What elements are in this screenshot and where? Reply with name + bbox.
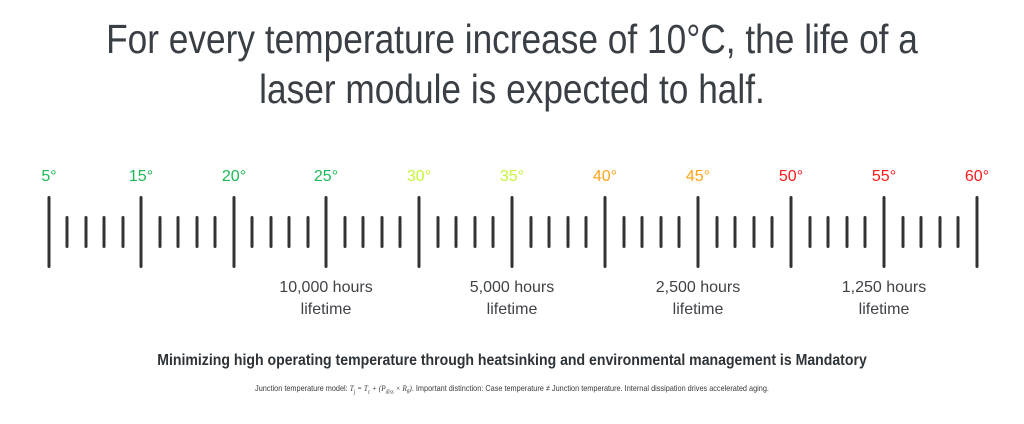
degree-label: 40° — [592, 168, 618, 185]
minor-tick — [65, 216, 69, 248]
minor-tick — [529, 216, 533, 248]
degree-label: 50° — [778, 168, 804, 185]
lifetime-caption: lifetime — [858, 301, 910, 318]
degree-label: 35° — [499, 168, 525, 185]
minor-tick — [770, 216, 774, 248]
note-suffix: . Important distinction: Case temperatur… — [411, 383, 769, 393]
major-tick — [324, 196, 328, 268]
note-prefix: Junction temperature model: — [255, 383, 350, 393]
minor-tick — [269, 216, 273, 248]
headline-line-1: For every temperature increase of 10°C, … — [106, 16, 918, 62]
degree-label: 5° — [41, 168, 57, 185]
major-tick — [696, 196, 700, 268]
minor-tick — [306, 216, 310, 248]
minor-tick — [752, 216, 756, 248]
lifetime-hours: 1,250 hours — [841, 279, 927, 296]
minor-tick — [473, 216, 477, 248]
major-tick — [789, 196, 793, 268]
lifetime-label: 1,250 hours lifetime — [804, 277, 964, 321]
minor-tick — [733, 216, 737, 248]
degree-label: 25° — [313, 168, 339, 185]
degree-label: 45° — [685, 168, 711, 185]
minor-tick — [659, 216, 663, 248]
minor-tick — [547, 216, 551, 248]
lifetime-hours: 10,000 hours — [279, 279, 373, 296]
junction-temperature-note: Junction temperature model: Tj = Tc + (P… — [72, 382, 953, 399]
major-tick — [232, 196, 236, 268]
minor-tick — [380, 216, 384, 248]
degree-label: 60° — [964, 168, 990, 185]
minor-tick — [715, 216, 719, 248]
lifetime-caption: lifetime — [486, 301, 538, 318]
minor-tick — [176, 216, 180, 248]
minor-tick — [584, 216, 588, 248]
major-tick — [975, 196, 979, 268]
minor-tick — [622, 216, 626, 248]
minor-tick — [566, 216, 570, 248]
degree-label: 30° — [406, 168, 432, 185]
minor-tick — [919, 216, 923, 248]
major-tick — [417, 196, 421, 268]
major-tick — [882, 196, 886, 268]
minor-tick — [808, 216, 812, 248]
degree-label: 55° — [871, 168, 897, 185]
major-tick — [139, 196, 143, 268]
major-tick — [47, 196, 51, 268]
minor-tick — [863, 216, 867, 248]
lifetime-label: 10,000 hours lifetime — [246, 277, 406, 321]
major-tick — [603, 196, 607, 268]
headline: For every temperature increase of 10°C, … — [72, 14, 953, 114]
minor-tick — [250, 216, 254, 248]
minor-tick — [938, 216, 942, 248]
major-tick — [510, 196, 514, 268]
lifetime-label: 2,500 hours lifetime — [618, 277, 778, 321]
minor-tick — [287, 216, 291, 248]
degree-label: 15° — [128, 168, 154, 185]
mandate-statement: Minimizing high operating temperature th… — [157, 352, 867, 369]
minor-tick — [491, 216, 495, 248]
note-formula: Tj = Tc + (Pdiss × Rθ) — [349, 383, 412, 396]
degree-label: 20° — [221, 168, 247, 185]
temperature-scale: 5° 15° 20° 25° 30° 35° 40° 45° 50° 55° 60° — [41, 168, 990, 268]
minor-tick — [640, 216, 644, 248]
minor-tick — [901, 216, 905, 248]
minor-tick — [398, 216, 402, 248]
minor-tick — [102, 216, 106, 248]
lifetime-hours: 5,000 hours — [469, 279, 555, 296]
minor-tick — [826, 216, 830, 248]
minor-tick — [361, 216, 365, 248]
lifetime-hours: 2,500 hours — [655, 279, 741, 296]
minor-tick — [677, 216, 681, 248]
minor-tick — [158, 216, 162, 248]
lifetime-label: 5,000 hours lifetime — [432, 277, 592, 321]
minor-tick — [845, 216, 849, 248]
minor-tick — [436, 216, 440, 248]
lifetime-caption: lifetime — [300, 301, 352, 318]
lifetime-caption: lifetime — [672, 301, 724, 318]
minor-tick — [956, 216, 960, 248]
minor-tick — [195, 216, 199, 248]
minor-tick — [213, 216, 217, 248]
headline-line-2: laser module is expected to half. — [259, 66, 765, 112]
minor-tick — [454, 216, 458, 248]
minor-tick — [121, 216, 125, 248]
minor-tick — [84, 216, 88, 248]
minor-tick — [343, 216, 347, 248]
